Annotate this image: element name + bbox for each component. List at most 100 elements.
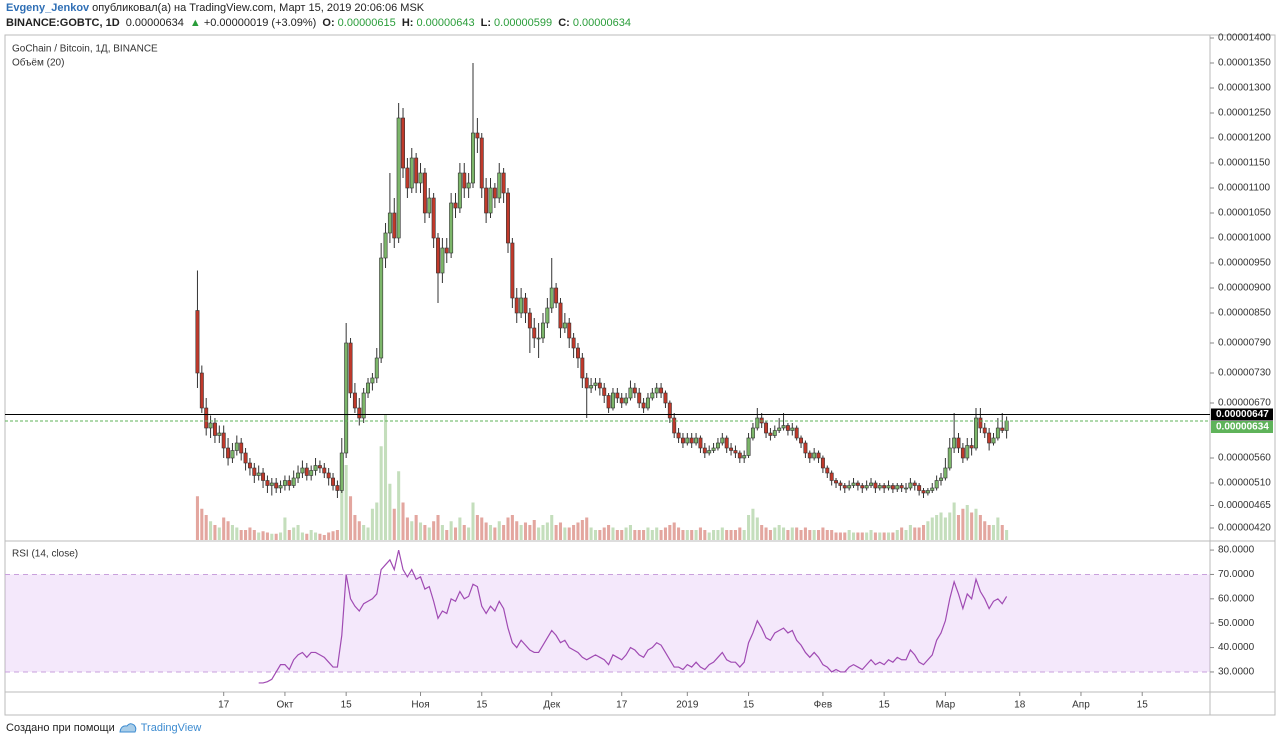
- candle-body: [698, 437, 703, 449]
- candle-body: [781, 425, 786, 429]
- candle-body: [576, 347, 580, 359]
- candle-body: [632, 387, 637, 394]
- y-tick-label: 0.00001000: [1218, 233, 1271, 244]
- volume-bar: [668, 525, 672, 540]
- ohlc-value: 0.00000643: [416, 17, 475, 29]
- volume-bar: [690, 530, 694, 540]
- volume-bar: [921, 525, 926, 540]
- candle-body: [873, 482, 878, 489]
- candle-body: [764, 422, 769, 434]
- candle-body: [825, 467, 830, 474]
- volume-bar: [414, 515, 418, 540]
- volume-bar: [834, 532, 838, 540]
- x-tick-label: Окт: [276, 700, 293, 711]
- x-tick-label: 2019: [676, 700, 699, 711]
- brand[interactable]: TradingView: [140, 722, 202, 734]
- volume-bar: [786, 530, 790, 540]
- volume-bar: [900, 527, 904, 540]
- y-tick-label: 0.00001150: [1218, 158, 1271, 169]
- volume-bar: [847, 530, 851, 540]
- volume-bar: [314, 532, 318, 540]
- candle-body: [895, 485, 900, 490]
- candle-body: [401, 117, 405, 169]
- candle-body: [554, 287, 559, 304]
- volume-bar: [239, 530, 243, 540]
- volume-bar: [213, 525, 217, 540]
- volume-bar: [344, 465, 348, 540]
- volume-bar: [681, 530, 685, 540]
- volume-bar: [265, 532, 269, 540]
- x-tick-label: 15: [743, 700, 755, 711]
- author-link[interactable]: Evgeny_Jenkov: [6, 2, 90, 14]
- candle-body: [532, 327, 537, 339]
- volume-bar: [707, 532, 711, 540]
- volume-bar: [873, 532, 877, 540]
- volume-bar: [742, 530, 746, 540]
- candle-body: [414, 157, 419, 184]
- volume-bar: [515, 521, 519, 540]
- candle-body: [287, 480, 292, 486]
- volume-bar: [200, 508, 204, 540]
- volume-bar: [856, 532, 860, 540]
- volume-bar: [738, 527, 742, 540]
- volume-bar: [838, 532, 842, 540]
- volume-bar: [462, 525, 466, 540]
- candle-body: [567, 322, 572, 339]
- candle-body: [199, 372, 204, 409]
- x-tick-label: 15: [879, 700, 891, 711]
- volume-bar: [589, 527, 593, 540]
- candle-body: [1004, 420, 1009, 431]
- candle-body: [982, 427, 987, 434]
- candle-body: [624, 397, 629, 404]
- candle-body: [711, 447, 716, 451]
- volume-bar: [677, 527, 681, 540]
- volume-bar: [978, 515, 982, 540]
- candle-body: [702, 447, 707, 454]
- candle-body: [597, 382, 602, 389]
- candle-body: [768, 432, 773, 436]
- candle-body: [243, 452, 248, 464]
- volume-bar: [580, 520, 584, 540]
- volume-bar: [983, 521, 987, 540]
- volume-bar: [405, 517, 409, 540]
- candle-body: [960, 447, 965, 459]
- volume-bar: [335, 530, 339, 540]
- candle-body: [269, 482, 274, 486]
- y-tick-label: 50.0000: [1218, 618, 1255, 629]
- candle-body: [313, 465, 318, 471]
- chart-frame: [4, 34, 1276, 716]
- candle-body: [715, 442, 720, 449]
- volume-bar: [563, 527, 567, 540]
- volume-bar: [869, 530, 873, 540]
- candle-body: [387, 212, 392, 234]
- volume-bar: [904, 530, 908, 540]
- rsi-line: [258, 549, 1008, 684]
- candle-body: [396, 117, 401, 239]
- candle-body: [217, 432, 222, 436]
- volume-bar: [432, 521, 436, 540]
- candle-body: [602, 387, 607, 396]
- candle-body: [457, 172, 462, 209]
- candle-body: [580, 357, 585, 379]
- candle-body: [300, 467, 305, 474]
- x-tick-label: Фев: [814, 700, 832, 711]
- candle-body: [606, 395, 611, 409]
- volume-bar: [576, 522, 580, 540]
- y-tick-label: 0.00000510: [1218, 478, 1271, 489]
- volume-bar: [948, 512, 952, 540]
- volume-bar: [808, 530, 812, 540]
- x-tick-label: 18: [1014, 700, 1026, 711]
- candle-body: [247, 462, 252, 469]
- chart-title: GoChain / Bitcoin, 1Д, BINANCE: [12, 44, 158, 55]
- volume-bar: [799, 530, 803, 540]
- volume-bar: [628, 525, 632, 540]
- candle-body: [335, 485, 340, 491]
- candle-body: [252, 467, 257, 476]
- volume-bar: [427, 527, 431, 540]
- x-tick-label: 15: [1137, 700, 1149, 711]
- volume-bar: [537, 527, 541, 540]
- candle-body: [772, 430, 777, 436]
- volume-bar: [195, 496, 199, 540]
- candle-body: [374, 357, 379, 379]
